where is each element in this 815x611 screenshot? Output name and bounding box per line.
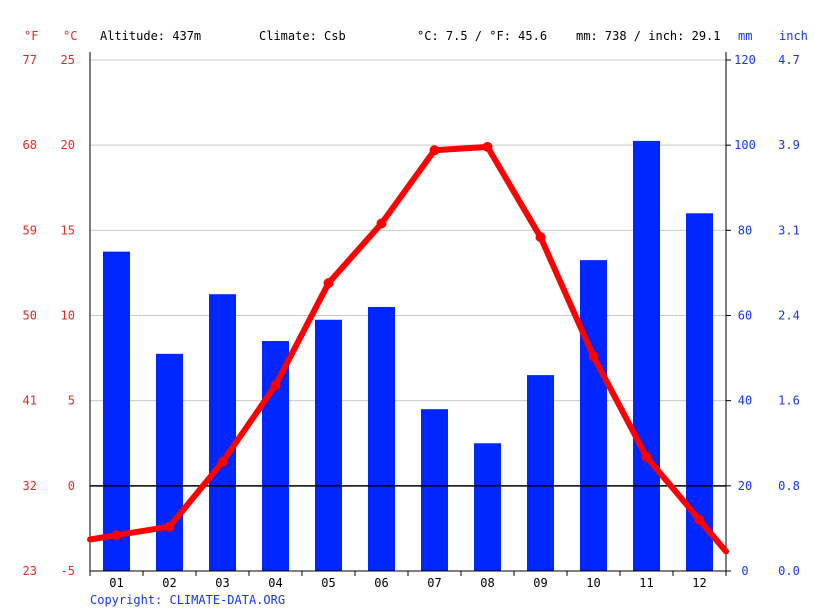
precipitation-bar [421, 409, 448, 571]
fahrenheit-tick-label: 32 [23, 479, 37, 493]
month-tick-label: 02 [162, 576, 176, 590]
month-tick-label: 12 [692, 576, 706, 590]
temperature-average-label: °C: 7.5 / °F: 45.6 [417, 29, 547, 43]
celsius-tick-label: -5 [61, 564, 75, 578]
precipitation-bar [156, 353, 183, 571]
fahrenheit-tick-label: 68 [23, 138, 37, 152]
altitude-label: Altitude: 437m [100, 29, 201, 43]
fahrenheit-tick-label: 59 [23, 223, 37, 237]
precipitation-bar [262, 341, 289, 571]
inch-tick-label: 2.4 [778, 309, 800, 323]
inch-unit-label: inch [779, 29, 808, 43]
temperature-point [429, 145, 440, 156]
temperature-point [482, 141, 493, 152]
inch-tick-label: 4.7 [778, 53, 800, 67]
celsius-tick-label: 25 [61, 53, 75, 67]
temperature-line-path [87, 143, 729, 555]
month-tick-label: 07 [427, 576, 441, 590]
month-tick-label: 10 [586, 576, 600, 590]
mm-tick-label: 20 [738, 479, 752, 493]
fahrenheit-tick-label: 77 [23, 53, 37, 67]
mm-tick-label: 0 [741, 564, 748, 578]
temperature-point [535, 232, 546, 243]
celsius-tick-label: 10 [61, 309, 75, 323]
precipitation-bar [633, 140, 660, 572]
mm-tick-label: 120 [734, 53, 756, 67]
celsius-tick-label: 20 [61, 138, 75, 152]
month-tick-label: 08 [480, 576, 494, 590]
month-tick-label: 11 [639, 576, 653, 590]
gridlines [90, 59, 726, 402]
temperature-point [217, 456, 228, 467]
celsius-tick-label: 15 [61, 223, 75, 237]
temperature-point [164, 521, 175, 532]
month-tick-label: 01 [109, 576, 123, 590]
temperature-point [694, 514, 705, 525]
fahrenheit-tick-label: 23 [23, 564, 37, 578]
month-tick-label: 04 [268, 576, 282, 590]
mm-tick-label: 60 [738, 309, 752, 323]
climate-label: Climate: Csb [259, 29, 346, 43]
temperature-point [376, 218, 387, 229]
precipitation-bar [103, 251, 130, 571]
inch-tick-label: 3.1 [778, 223, 800, 237]
month-tick-label: 09 [533, 576, 547, 590]
celsius-unit-label: °C [63, 29, 77, 43]
precipitation-bar [580, 260, 607, 571]
inch-tick-label: 0.0 [778, 564, 800, 578]
inch-tick-label: 1.6 [778, 394, 800, 408]
month-tick-label: 06 [374, 576, 388, 590]
temperature-point [270, 380, 281, 391]
mm-tick-label: 40 [738, 394, 752, 408]
fahrenheit-tick-label: 50 [23, 309, 37, 323]
temperature-point [641, 451, 652, 462]
mm-tick-label: 100 [734, 138, 756, 152]
temperature-line [87, 141, 729, 555]
axes [89, 52, 731, 576]
temperature-point [323, 278, 334, 289]
mm-tick-label: 80 [738, 223, 752, 237]
celsius-tick-label: 5 [68, 394, 75, 408]
inch-tick-label: 0.8 [778, 479, 800, 493]
precipitation-total-label: mm: 738 / inch: 29.1 [576, 29, 721, 43]
fahrenheit-tick-label: 41 [23, 394, 37, 408]
precipitation-bar [368, 306, 395, 571]
precipitation-bar [315, 319, 342, 571]
precipitation-bar [527, 375, 554, 571]
temperature-point [588, 351, 599, 362]
temperature-point [111, 530, 122, 541]
celsius-tick-label: 0 [68, 479, 75, 493]
inch-tick-label: 3.9 [778, 138, 800, 152]
mm-unit-label: mm [738, 29, 752, 43]
precipitation-bar [474, 443, 501, 571]
copyright-label: Copyright: CLIMATE-DATA.ORG [90, 593, 285, 607]
precipitation-bars [103, 140, 713, 572]
fahrenheit-unit-label: °F [24, 29, 38, 43]
month-tick-label: 05 [321, 576, 335, 590]
precipitation-bar [209, 294, 236, 571]
month-tick-label: 03 [215, 576, 229, 590]
